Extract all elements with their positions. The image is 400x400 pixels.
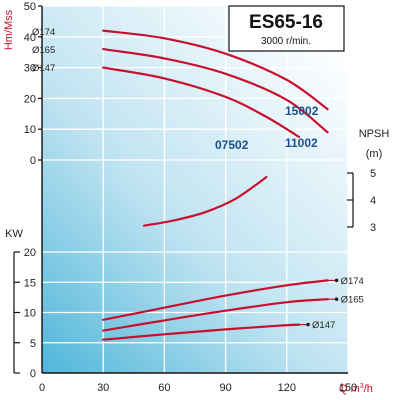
head-tick-label: 10 (24, 124, 36, 136)
head-axis-label: Hm/Mss (3, 9, 15, 50)
power-curve-label: Ø147 (312, 320, 335, 331)
power-curve (102, 323, 301, 341)
power-tick-label: 15 (24, 277, 36, 289)
power-label-dot (334, 278, 339, 283)
head-curve-label: Ø174 (32, 27, 55, 38)
head-curve-label: Ø147 (32, 63, 55, 74)
npsh-tick-label: 3 (370, 222, 376, 234)
head-tick-label: 50 (24, 1, 36, 13)
head-curve (102, 48, 329, 134)
head-tick-label: 0 (30, 155, 36, 167)
power-curve (102, 279, 329, 321)
npsh-curve (142, 176, 268, 227)
head-tick-label: 40 (24, 32, 36, 44)
model-label: 15002 (285, 104, 319, 118)
tick-labels: 0 30 60 90 120 150 0 10 20 30 40 50 0 5 10 15 20 3 4 5 (24, 1, 376, 394)
head-curve-label: Ø165 (32, 45, 55, 56)
power-tick-label: 20 (24, 247, 36, 259)
head-curve (102, 29, 329, 111)
model-label: 07502 (215, 138, 249, 152)
npsh-axis-label-line1: NPSH (359, 128, 390, 140)
power-tick-label: 5 (30, 338, 36, 350)
power-tick-label: 10 (24, 308, 36, 320)
head-tick-label: 30 (24, 63, 36, 75)
plot-background (42, 6, 348, 373)
power-axis-label: KW (5, 228, 23, 240)
power-label-dot (334, 297, 339, 301)
head-curve (102, 66, 301, 138)
chart-title: ES65-16 (249, 12, 323, 33)
chart-subtitle: 3000 r/min. (261, 36, 311, 47)
x-tick-label: 150 (339, 382, 357, 394)
model-label: 11002 (285, 136, 318, 150)
curve-labels: Ø174 Ø165 Ø147 15002 11002 07502 Ø174 Ø165 Ø147 (32, 27, 364, 331)
power-tick-label: 0 (30, 368, 36, 380)
x-tick-label: 120 (278, 382, 296, 394)
power-curve-label: Ø174 (341, 276, 364, 287)
x-tick-label: 60 (158, 382, 170, 394)
npsh-axis-label-line2: (m) (366, 148, 383, 160)
x-tick-label: 90 (219, 382, 231, 394)
power-label-dot (306, 322, 310, 327)
axes (13, 5, 354, 374)
power-curve-label: Ø165 (341, 295, 364, 306)
x-tick-label: 30 (97, 382, 109, 394)
power-curve (102, 298, 329, 332)
title-box (228, 5, 345, 52)
npsh-tick-label: 5 (370, 168, 376, 180)
x-axis-label: Q m3/h (339, 383, 373, 395)
x-tick-label: 0 (39, 382, 45, 394)
head-tick-label: 20 (24, 93, 36, 105)
npsh-tick-label: 4 (370, 195, 376, 207)
curves (102, 29, 339, 341)
